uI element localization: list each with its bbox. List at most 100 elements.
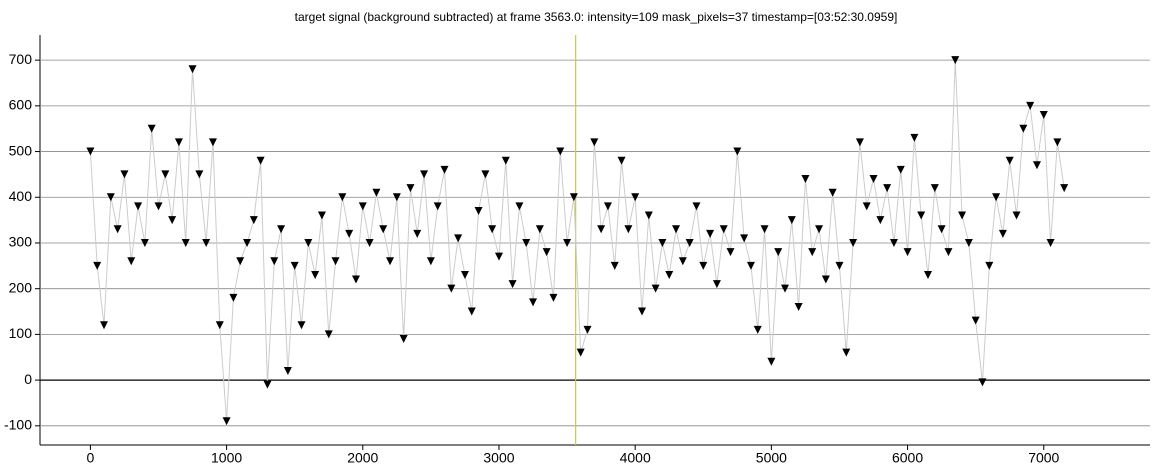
y-tick-label: 400	[9, 188, 33, 204]
point-marker	[501, 156, 510, 165]
point-marker	[195, 170, 204, 179]
point-marker	[849, 238, 858, 247]
point-marker	[563, 238, 572, 247]
point-marker	[181, 238, 190, 247]
point-marker	[583, 325, 592, 334]
y-tick-label: 0	[24, 371, 32, 387]
point-marker	[712, 280, 721, 289]
point-marker	[222, 417, 231, 426]
point-marker	[134, 202, 143, 211]
point-marker	[140, 238, 149, 247]
point-marker	[304, 238, 313, 247]
point-marker	[958, 211, 967, 220]
point-marker	[243, 238, 252, 247]
point-marker	[161, 170, 170, 179]
point-marker	[311, 270, 320, 279]
point-marker	[842, 348, 851, 357]
point-marker	[719, 225, 728, 234]
point-marker	[808, 248, 817, 257]
x-tick-label: 0	[86, 450, 94, 466]
point-marker	[624, 225, 633, 234]
point-marker	[420, 170, 429, 179]
point-marker	[413, 229, 422, 238]
point-marker	[467, 307, 476, 316]
point-marker	[86, 147, 95, 156]
point-marker	[876, 216, 885, 225]
point-marker	[100, 321, 109, 330]
point-marker	[168, 216, 177, 225]
y-tick-label: 500	[9, 142, 33, 158]
point-marker	[433, 202, 442, 211]
point-marker	[855, 138, 864, 147]
point-marker	[971, 316, 980, 325]
point-marker	[774, 248, 783, 257]
point-marker	[290, 261, 299, 270]
point-marker	[508, 280, 517, 289]
point-marker	[889, 238, 898, 247]
point-marker	[120, 170, 129, 179]
y-tick-label: 700	[9, 51, 33, 67]
point-marker	[1039, 110, 1048, 119]
signal-line	[89, 60, 1065, 422]
x-tick-label: 1000	[211, 450, 242, 466]
point-marker	[379, 225, 388, 234]
point-marker	[297, 321, 306, 330]
point-marker	[658, 238, 667, 247]
point-marker	[753, 325, 762, 334]
point-marker	[896, 165, 905, 174]
point-marker	[556, 147, 565, 156]
x-tick-label: 7000	[1028, 450, 1059, 466]
point-marker	[903, 248, 912, 257]
point-marker	[917, 211, 926, 220]
point-marker	[951, 56, 960, 65]
point-marker	[787, 216, 796, 225]
point-marker	[883, 184, 892, 193]
point-marker	[1026, 101, 1035, 110]
chart-title: target signal (background subtracted) at…	[295, 10, 898, 24]
point-marker	[706, 229, 715, 238]
point-marker	[256, 156, 265, 165]
x-tick-label: 3000	[483, 450, 514, 466]
point-marker	[644, 211, 653, 220]
point-marker	[1019, 124, 1028, 133]
point-marker	[665, 270, 674, 279]
point-marker	[488, 225, 497, 234]
point-marker	[692, 202, 701, 211]
point-marker	[780, 284, 789, 293]
point-marker	[474, 206, 483, 215]
point-marker	[576, 348, 585, 357]
y-tick-label: 600	[9, 97, 33, 113]
point-marker	[454, 234, 463, 243]
point-marker	[1032, 161, 1041, 170]
point-marker	[236, 257, 245, 266]
point-marker	[597, 225, 606, 234]
point-marker	[1060, 184, 1069, 193]
point-marker	[760, 225, 769, 234]
point-marker	[481, 170, 490, 179]
point-marker	[998, 229, 1007, 238]
point-marker	[113, 225, 122, 234]
point-marker	[699, 261, 708, 270]
point-marker	[440, 165, 449, 174]
point-marker	[542, 248, 551, 257]
point-marker	[992, 193, 1001, 202]
point-marker	[147, 124, 156, 133]
point-marker	[828, 188, 837, 197]
point-marker	[610, 261, 619, 270]
point-marker	[317, 211, 326, 220]
point-marker	[944, 248, 953, 257]
point-marker	[338, 193, 347, 202]
point-marker	[202, 238, 211, 247]
point-marker	[406, 184, 415, 193]
point-marker	[208, 138, 217, 147]
point-marker	[835, 261, 844, 270]
point-marker	[324, 330, 333, 339]
y-tick-label: 200	[9, 279, 33, 295]
point-marker	[270, 257, 279, 266]
point-marker	[249, 216, 258, 225]
point-marker	[631, 193, 640, 202]
point-marker	[740, 234, 749, 243]
point-marker	[154, 202, 163, 211]
point-marker	[637, 307, 646, 316]
